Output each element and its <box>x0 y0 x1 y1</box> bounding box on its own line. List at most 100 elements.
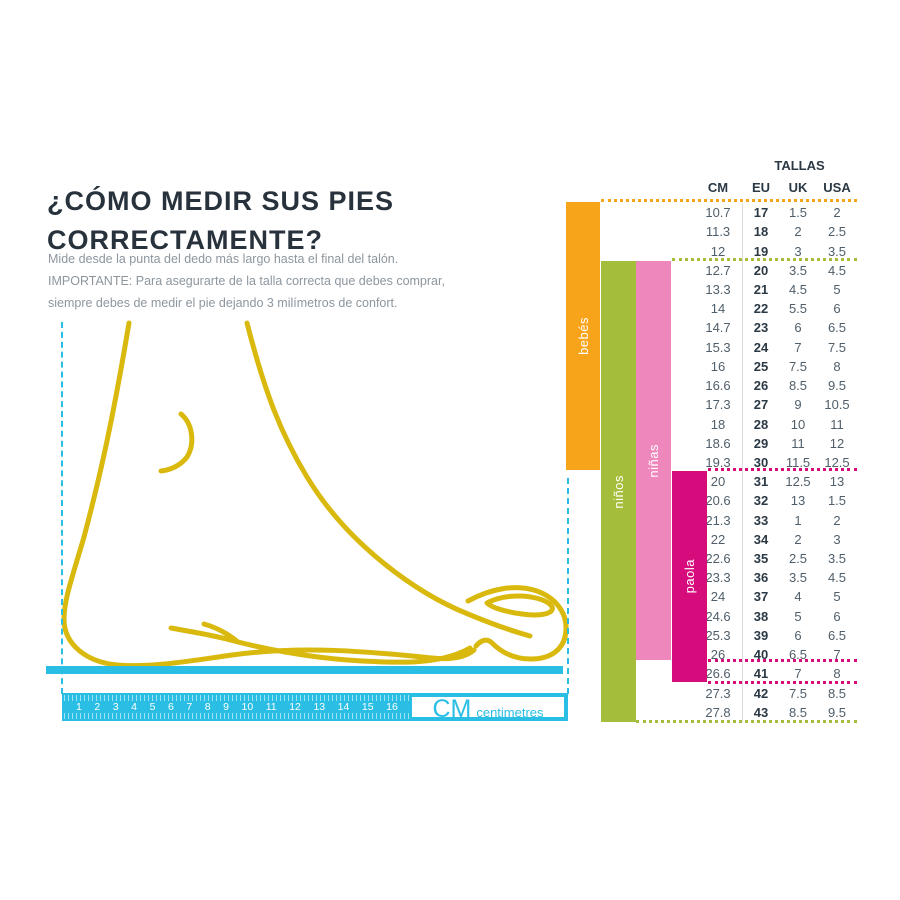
usa-cell: 9.5 <box>827 378 847 394</box>
ruler-number: 8 <box>204 701 211 713</box>
eu-cell: 38 <box>753 608 769 624</box>
uk-cell: 2 <box>794 531 802 547</box>
group-bar-paola: paola <box>672 471 707 682</box>
ruler-number: 12 <box>289 701 301 713</box>
ruler-number: 11 <box>265 701 277 713</box>
table-row: 26.6 41 7 8 <box>694 664 858 683</box>
table-row: 17.3 27 9 10.5 <box>694 395 858 414</box>
eu-cell: 23 <box>753 320 769 336</box>
uk-cell: 5 <box>794 608 802 624</box>
cm-cell: 16.6 <box>705 378 731 394</box>
ruler-number: 6 <box>167 701 174 713</box>
cm-cell: 18.6 <box>705 435 731 451</box>
cm-cell: 25.3 <box>705 627 731 643</box>
uk-cell: 6 <box>794 627 802 643</box>
ruler-number: 1 <box>76 701 82 713</box>
usa-cell: 11 <box>830 416 844 432</box>
ruler-unit-box: CM centimetres <box>410 695 566 723</box>
instruction-important: IMPORTANTE: Para asegurarte de la talla … <box>48 273 445 310</box>
ruler-number: 10 <box>241 701 254 713</box>
size-chart-header: CM EU UK USA <box>694 180 858 195</box>
cm-cell: 23.3 <box>705 570 731 586</box>
table-row: 18 28 10 11 <box>694 414 858 433</box>
uk-cell: 8.5 <box>788 378 808 394</box>
usa-cell: 2 <box>833 512 841 528</box>
group-bar-ninas: niñas <box>636 261 671 660</box>
uk-cell: 5.5 <box>788 301 808 317</box>
ruler-number: 4 <box>131 701 138 713</box>
eu-cell: 43 <box>753 704 769 720</box>
separator-ninos-end <box>636 720 857 723</box>
cm-cell: 12.7 <box>705 262 731 278</box>
ruler-number: 7 <box>186 701 193 713</box>
table-row: 25.3 39 6 6.5 <box>694 626 858 645</box>
group-label-ninos: niños <box>611 474 626 509</box>
usa-cell: 6 <box>833 301 841 317</box>
cm-cell: 26 <box>710 647 726 663</box>
usa-cell: 4.5 <box>827 570 847 586</box>
eu-cell: 28 <box>753 416 769 432</box>
uk-cell: 10 <box>790 416 806 432</box>
cm-cell: 15.3 <box>705 339 731 355</box>
column-header-usa: USA <box>823 180 851 195</box>
uk-cell: 4.5 <box>788 281 808 297</box>
page-title-line1: ¿CÓMO MEDIR SUS PIES <box>47 186 395 216</box>
table-row: 24.6 38 5 6 <box>694 607 858 626</box>
eu-cell: 19 <box>753 243 769 259</box>
table-row: 13.3 21 4.5 5 <box>694 280 858 299</box>
uk-cell: 7.5 <box>788 358 808 374</box>
uk-cell: 4 <box>794 589 802 605</box>
foot-toe-detail <box>484 593 555 618</box>
eu-cell: 36 <box>753 570 769 586</box>
usa-cell: 12.5 <box>824 454 850 470</box>
usa-cell: 8.5 <box>827 685 847 701</box>
ruler-unit-label: CM <box>432 695 472 723</box>
group-label-bebes: bebés <box>575 317 591 355</box>
ruler-number: 3 <box>112 701 119 713</box>
uk-cell: 7.5 <box>788 685 808 701</box>
separator-ninas-end <box>708 659 857 662</box>
uk-cell: 9 <box>794 397 802 413</box>
group-bar-ninos: niños <box>601 261 636 722</box>
usa-cell: 6 <box>833 608 841 624</box>
table-row: 22 34 2 3 <box>694 530 858 549</box>
foot-ankle-detail <box>158 411 195 474</box>
instruction-measure: Mide desde la punta del dedo más largo h… <box>48 252 399 266</box>
uk-cell: 2.5 <box>788 551 808 567</box>
eu-cell: 29 <box>753 435 769 451</box>
usa-cell: 5 <box>833 589 841 605</box>
uk-cell: 8.5 <box>788 704 808 720</box>
separator-paola-end <box>708 681 857 684</box>
usa-cell: 2 <box>833 205 841 221</box>
ruler-number: 5 <box>149 701 156 713</box>
cm-cell: 14 <box>710 301 726 317</box>
size-chart-title: TALLAS <box>774 158 825 173</box>
uk-cell: 13 <box>790 493 806 509</box>
uk-cell: 6 <box>794 320 802 336</box>
cm-cell: 17.3 <box>705 397 731 413</box>
eu-cell: 32 <box>753 493 769 509</box>
usa-cell: 6.5 <box>827 627 847 643</box>
cm-cell: 18 <box>710 416 726 432</box>
usa-cell: 5 <box>833 281 841 297</box>
eu-cell: 31 <box>753 474 769 490</box>
table-row: 16.6 26 8.5 9.5 <box>694 376 858 395</box>
group-label-paola: paola <box>682 559 697 594</box>
column-header-cm: CM <box>707 180 729 195</box>
foot-back-leg-heel-sole <box>61 320 477 669</box>
uk-cell: 7 <box>794 666 802 682</box>
usa-cell: 8 <box>833 358 841 374</box>
cm-cell: 22.6 <box>705 551 731 567</box>
ruler-number: 2 <box>94 701 101 713</box>
eu-cell: 24 <box>753 339 769 355</box>
cm-cell: 22 <box>710 531 726 547</box>
eu-cell: 40 <box>753 647 769 663</box>
page-title: ¿CÓMO MEDIR SUS PIES CORRECTAMENTE? <box>47 182 394 260</box>
table-row: 18.6 29 11 12 <box>694 434 858 453</box>
usa-cell: 12 <box>829 435 845 451</box>
uk-cell: 11.5 <box>785 454 811 470</box>
cm-cell: 26.6 <box>705 666 731 682</box>
table-row: 10.7 17 1.5 2 <box>694 203 858 222</box>
uk-cell: 3 <box>794 243 802 259</box>
table-row: 20 31 12.5 13 <box>694 472 858 491</box>
